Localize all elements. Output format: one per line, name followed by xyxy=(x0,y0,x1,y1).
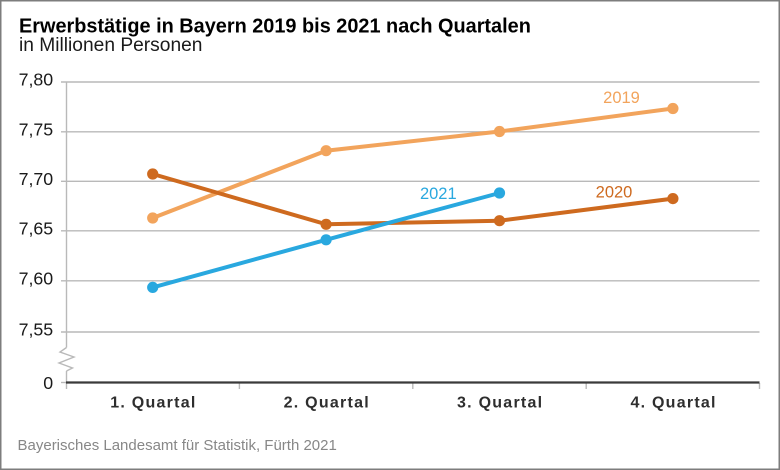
svg-text:in Millionen Personen: in Millionen Personen xyxy=(19,35,202,56)
svg-text:7,80: 7,80 xyxy=(19,70,54,90)
svg-text:2019: 2019 xyxy=(603,89,640,107)
svg-text:7,70: 7,70 xyxy=(19,169,54,189)
svg-text:2021: 2021 xyxy=(420,185,457,203)
svg-text:2. Quartal: 2. Quartal xyxy=(284,394,370,411)
svg-text:Erwerbstätige in Bayern 2019 b: Erwerbstätige in Bayern 2019 bis 2021 na… xyxy=(19,16,531,38)
svg-text:7,75: 7,75 xyxy=(19,119,54,139)
svg-text:7,60: 7,60 xyxy=(19,268,54,288)
svg-text:4. Quartal: 4. Quartal xyxy=(630,394,716,411)
svg-text:3. Quartal: 3. Quartal xyxy=(457,394,543,411)
svg-text:0: 0 xyxy=(43,373,53,393)
svg-text:Bayerisches Landesamt für Stat: Bayerisches Landesamt für Statistik, Für… xyxy=(18,437,337,454)
svg-text:7,65: 7,65 xyxy=(19,218,54,238)
svg-text:1. Quartal: 1. Quartal xyxy=(110,394,196,411)
svg-text:2020: 2020 xyxy=(596,184,633,202)
svg-text:7,55: 7,55 xyxy=(19,320,54,340)
